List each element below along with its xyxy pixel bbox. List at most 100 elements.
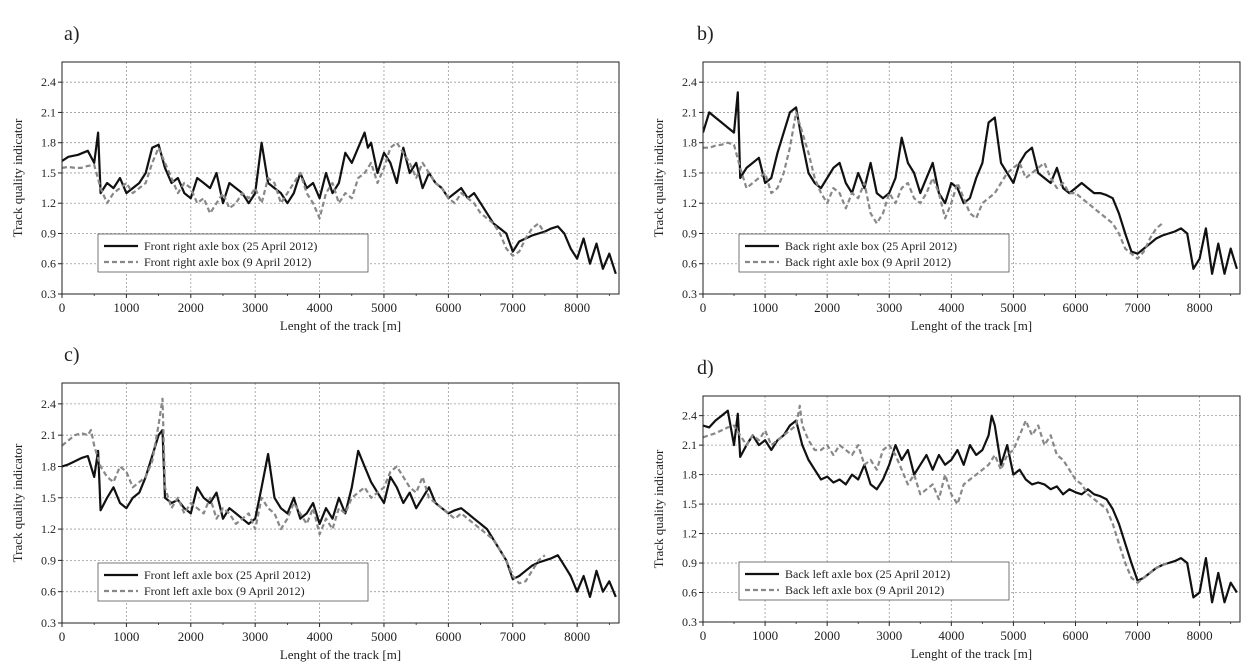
y-tick-label: 0.9 xyxy=(41,553,56,567)
plot-frame xyxy=(61,61,620,295)
y-tick-label: 1.8 xyxy=(682,136,697,150)
y-tick-label: 1.8 xyxy=(41,136,56,150)
y-tick-label: 2.1 xyxy=(41,105,56,119)
y-axis-label: Track quality indicator xyxy=(10,443,25,562)
y-tick-label: 0.9 xyxy=(682,556,697,570)
legend xyxy=(97,562,369,602)
panel-label: b) xyxy=(697,23,714,45)
y-tick-label: 0.9 xyxy=(41,226,56,240)
legend-entry: Back left axle box (25 April 2012) xyxy=(785,567,950,581)
y-tick-label: 2.4 xyxy=(41,397,56,411)
y-tick-label: 0.3 xyxy=(41,287,56,301)
x-tick-label: 0 xyxy=(59,629,66,644)
y-tick-label: 1.5 xyxy=(41,491,56,505)
x-tick-label: 8000 xyxy=(1187,628,1213,643)
x-tick-label: 6000 xyxy=(435,300,461,315)
y-tick-label: 0.9 xyxy=(682,226,697,240)
x-tick-label: 2000 xyxy=(814,300,840,315)
y-tick-label: 0.6 xyxy=(41,257,56,271)
x-tick-label: 8000 xyxy=(564,629,590,644)
chart-panel: b) 0 1000 2000 3000 4000 5000 6000 7000 8000 0.3 0.… xyxy=(651,23,1241,333)
x-tick-label: 0 xyxy=(700,628,707,643)
x-tick-label: 1000 xyxy=(113,300,139,315)
x-axis-label: Lenght of the track [m] xyxy=(911,318,1032,333)
y-tick-label: 2.4 xyxy=(682,409,697,423)
x-tick-label: 6000 xyxy=(435,629,461,644)
x-tick-label: 3000 xyxy=(242,300,268,315)
y-tick-label: 0.3 xyxy=(682,615,697,629)
series-line-9-april xyxy=(703,404,1169,584)
y-tick-label: 1.2 xyxy=(41,196,56,210)
x-axis-label: Lenght of the track [m] xyxy=(911,646,1032,661)
series-line-9-april xyxy=(62,141,546,257)
y-tick-label: 1.8 xyxy=(682,468,697,482)
plot-frame xyxy=(61,382,620,624)
series-line-9-april xyxy=(62,397,546,585)
x-tick-label: 0 xyxy=(700,300,707,315)
x-tick-label: 4000 xyxy=(938,300,964,315)
panel-label: c) xyxy=(64,344,80,366)
x-tick-label: 4000 xyxy=(307,300,333,315)
y-tick-label: 2.1 xyxy=(41,428,56,442)
y-tick-label: 2.4 xyxy=(682,75,697,89)
panel-label: a) xyxy=(64,23,80,45)
legend-entry: Front left axle box (9 April 2012) xyxy=(144,584,305,598)
y-tick-label: 0.3 xyxy=(682,287,697,301)
chart-panel: c) 0 1000 2000 3000 4000 5000 6000 7000 8000 0.3 0.… xyxy=(10,344,620,662)
y-tick-label: 1.5 xyxy=(682,166,697,180)
x-tick-label: 7000 xyxy=(1125,628,1151,643)
x-tick-label: 3000 xyxy=(876,300,902,315)
x-axis-label: Lenght of the track [m] xyxy=(280,647,401,662)
y-axis-label: Track quality indicator xyxy=(10,118,25,237)
y-axis-label: Track quality indicator xyxy=(651,118,666,237)
legend xyxy=(97,233,369,273)
legend-entry: Back right axle box (25 April 2012) xyxy=(785,239,957,253)
chart-panel: d) 0 1000 2000 3000 4000 5000 6000 7000 8000 0.3 0.… xyxy=(651,357,1241,661)
x-axis-label: Lenght of the track [m] xyxy=(280,318,401,333)
series-line-25-april xyxy=(62,428,617,599)
x-tick-label: 6000 xyxy=(1062,628,1088,643)
y-tick-label: 1.2 xyxy=(41,522,56,536)
y-tick-label: 1.8 xyxy=(41,459,56,473)
x-tick-label: 5000 xyxy=(1000,300,1026,315)
legend xyxy=(738,561,1010,601)
legend xyxy=(738,233,1010,273)
chart-panel: a) 0 1000 2000 3000 4000 5000 6000 7000 8000 0.3 0.… xyxy=(10,23,620,333)
x-tick-label: 2000 xyxy=(178,629,204,644)
y-tick-label: 1.5 xyxy=(682,497,697,511)
y-axis-label: Track quality indicator xyxy=(651,449,666,568)
x-tick-label: 2000 xyxy=(814,628,840,643)
x-tick-label: 3000 xyxy=(242,629,268,644)
legend-entry: Back left axle box (9 April 2012) xyxy=(785,583,944,597)
panel-label: d) xyxy=(697,357,714,379)
legend-entry: Front right axle box (25 April 2012) xyxy=(144,239,317,253)
x-tick-label: 5000 xyxy=(371,300,397,315)
x-tick-label: 1000 xyxy=(752,300,778,315)
x-tick-label: 1000 xyxy=(752,628,778,643)
y-tick-label: 0.6 xyxy=(682,586,697,600)
legend-entry: Front left axle box (25 April 2012) xyxy=(144,568,311,582)
x-tick-label: 7000 xyxy=(1125,300,1151,315)
x-tick-label: 3000 xyxy=(876,628,902,643)
x-tick-label: 5000 xyxy=(1000,628,1026,643)
plot-frame xyxy=(702,395,1241,623)
x-tick-label: 6000 xyxy=(1062,300,1088,315)
x-tick-label: 4000 xyxy=(307,629,333,644)
x-tick-label: 4000 xyxy=(938,628,964,643)
x-tick-label: 8000 xyxy=(1187,300,1213,315)
y-tick-label: 0.6 xyxy=(682,257,697,271)
y-tick-label: 2.4 xyxy=(41,75,56,89)
y-tick-label: 2.1 xyxy=(682,438,697,452)
x-tick-label: 2000 xyxy=(178,300,204,315)
x-tick-label: 0 xyxy=(59,300,66,315)
legend-entry: Back right axle box (9 April 2012) xyxy=(785,255,951,269)
legend-entry: Front right axle box (9 April 2012) xyxy=(144,255,311,269)
x-tick-label: 7000 xyxy=(500,629,526,644)
series-line-9-april xyxy=(703,111,1164,260)
plot-frame xyxy=(702,61,1241,295)
y-tick-label: 2.1 xyxy=(682,105,697,119)
y-tick-label: 0.6 xyxy=(41,585,56,599)
x-tick-label: 1000 xyxy=(113,629,139,644)
x-tick-label: 7000 xyxy=(500,300,526,315)
